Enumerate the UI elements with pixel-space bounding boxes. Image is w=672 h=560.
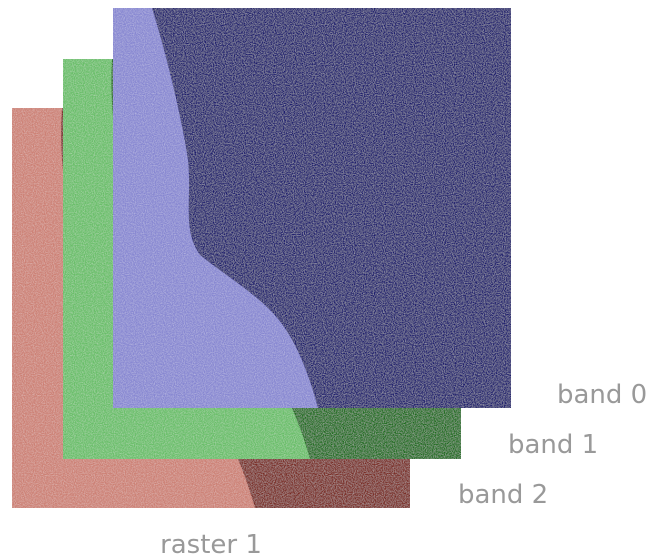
band-0-water: [113, 8, 318, 408]
band-0-label: band 0: [557, 380, 647, 410]
raster-label: raster 1: [160, 530, 262, 560]
band-2-label: band 2: [458, 480, 548, 510]
band-0-layer: [113, 8, 511, 408]
band-1-label: band 1: [508, 430, 598, 460]
